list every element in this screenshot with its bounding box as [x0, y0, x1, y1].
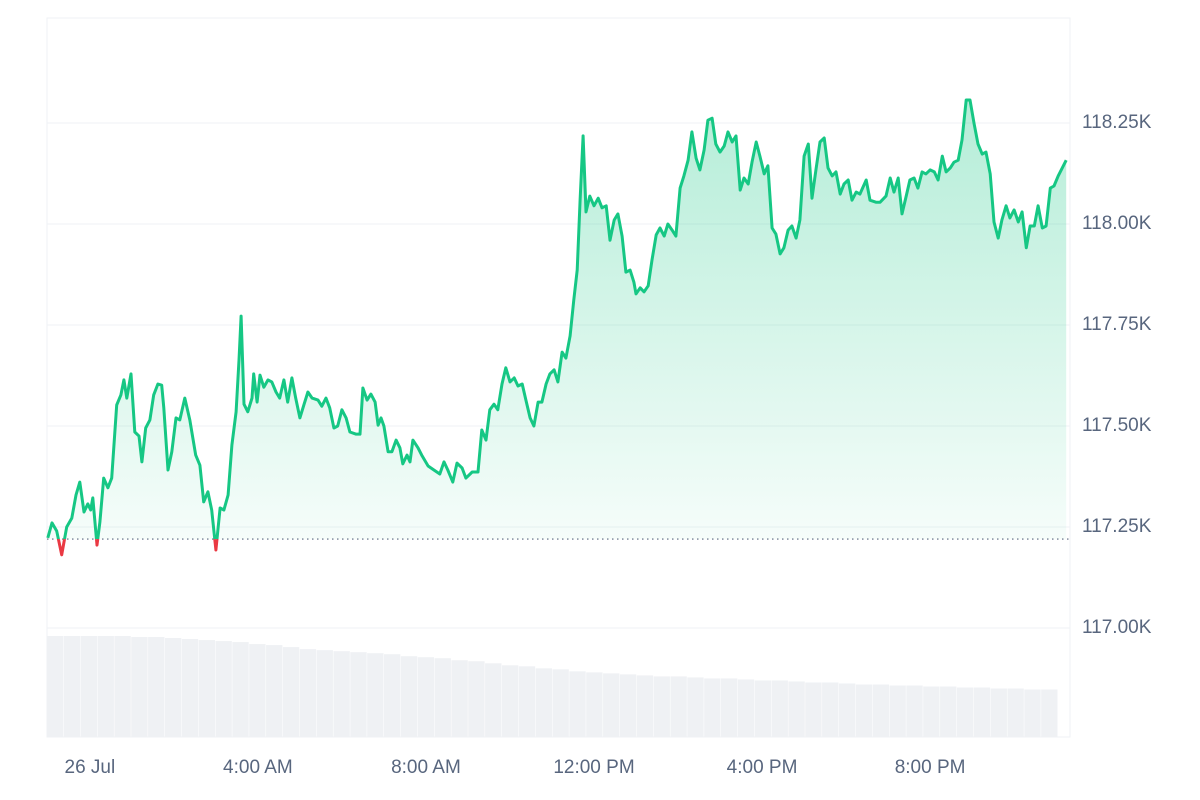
volume-bar [299, 649, 317, 737]
volume-bar [468, 661, 485, 737]
volume-bar [80, 636, 98, 737]
volume-bar [721, 678, 738, 737]
volume-bar [114, 636, 131, 737]
volume-bar [316, 650, 333, 737]
y-tick-label: 117.50K [1082, 415, 1152, 436]
y-tick-label: 117.00K [1082, 617, 1152, 638]
volume-bar [906, 685, 923, 737]
volume-bar [282, 647, 300, 737]
y-tick-label: 117.75K [1082, 314, 1152, 335]
price-area [47, 100, 1067, 540]
volume-bar [535, 668, 552, 737]
volume-bar [586, 672, 603, 737]
volume-bar [822, 682, 839, 737]
volume-bar [198, 640, 215, 737]
volume-bar [603, 673, 620, 737]
volume-bar [434, 658, 451, 737]
volume-bar [653, 676, 670, 737]
volume-bar [838, 683, 856, 737]
volume-bar [754, 680, 772, 737]
volume-bar [704, 678, 721, 737]
x-tick-label: 12:00 PM [553, 757, 634, 778]
volume-bar [181, 639, 199, 737]
volume-bar [687, 677, 704, 737]
volume-bar [990, 688, 1007, 737]
x-tick-label: 4:00 PM [727, 757, 798, 778]
volume-bar [973, 687, 991, 737]
x-tick-label: 8:00 PM [895, 757, 966, 778]
volume-bar [636, 675, 654, 737]
volume-bar [872, 684, 889, 737]
volume-bar [940, 686, 957, 737]
volume-bar [215, 641, 232, 737]
volume-bar [788, 681, 805, 737]
volume-bar [417, 657, 435, 737]
volume-bar [164, 638, 182, 737]
volume-bar [518, 666, 536, 737]
x-tick-label: 4:00 AM [223, 757, 293, 778]
volume-bar [737, 679, 755, 737]
volume-bar [1041, 689, 1058, 737]
volume-bar [485, 663, 502, 737]
price-line-down [56, 539, 219, 557]
volume-bar [956, 687, 974, 737]
volume-bar [47, 636, 64, 737]
volume-bar [148, 637, 165, 737]
volume-bar [923, 686, 940, 737]
volume-bar [131, 637, 148, 737]
volume-bar [63, 636, 81, 737]
volume-bar [232, 642, 249, 737]
y-tick-label: 117.25K [1082, 516, 1152, 537]
volume-bar [855, 684, 873, 737]
volume-bar [889, 685, 906, 737]
volume-bar [451, 660, 468, 737]
volume-bar [384, 654, 401, 737]
volume-bar [266, 645, 283, 737]
x-tick-label: 8:00 AM [391, 757, 461, 778]
volume-bar [350, 652, 367, 737]
volume-bar [552, 669, 569, 737]
volume-bar [805, 682, 822, 737]
volume-bar [333, 651, 350, 737]
volume-bar [249, 644, 266, 737]
volume-bar [400, 656, 418, 737]
volume-bar [569, 671, 586, 737]
volume-bar [1024, 689, 1041, 737]
volume-bar [367, 653, 384, 737]
y-tick-label: 118.00K [1082, 213, 1152, 234]
volume-bar [97, 636, 114, 737]
price-line-up [46, 98, 1068, 540]
y-tick-label: 118.25K [1082, 112, 1152, 133]
volume-bar [619, 674, 637, 737]
volume-bar [1007, 688, 1024, 737]
volume-bar [670, 676, 687, 737]
volume-bar [771, 680, 788, 737]
volume-bar [501, 665, 519, 737]
x-tick-label: 26 Jul [65, 757, 116, 778]
